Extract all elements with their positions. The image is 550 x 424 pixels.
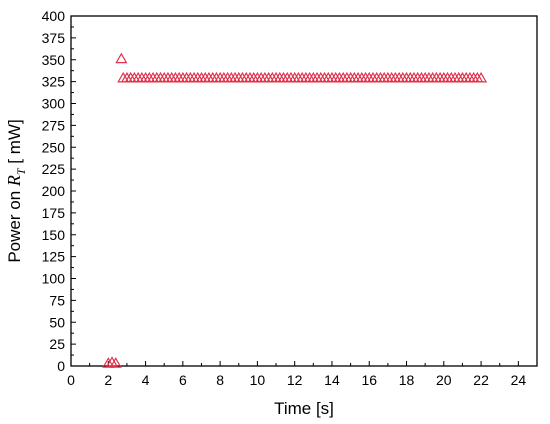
x-tick-label: 8 <box>216 372 224 388</box>
x-tick-label: 20 <box>436 372 452 388</box>
y-tick-label: 125 <box>42 249 66 265</box>
y-tick-label: 50 <box>49 314 65 330</box>
y-tick-label: 75 <box>49 292 65 308</box>
x-tick-label: 0 <box>67 372 75 388</box>
y-axis-title-subscript: T <box>14 167 28 175</box>
y-tick-label: 0 <box>57 358 65 374</box>
x-tick-label: 22 <box>473 372 489 388</box>
y-axis-ticks: 0 25 50 75 100 125 150 175 200 225 250 275 300 325 350… <box>42 8 76 374</box>
data-point <box>109 357 122 368</box>
y-tick-label: 350 <box>42 52 66 68</box>
y-tick-label: 375 <box>42 30 66 46</box>
x-axis-ticks: 0 2 4 6 8 10 12 14 16 18 20 22 24 <box>67 361 538 388</box>
y-tick-label: 225 <box>42 161 66 177</box>
x-tick-label: 12 <box>287 372 303 388</box>
y-tick-label: 250 <box>42 139 66 155</box>
y-tick-label: 200 <box>42 183 66 199</box>
x-tick-label: 2 <box>104 372 112 388</box>
y-tick-label: 325 <box>42 74 66 90</box>
x-tick-label: 14 <box>324 372 340 388</box>
plot-frame <box>70 15 538 367</box>
x-tick-label: 24 <box>511 372 527 388</box>
x-tick-label: 18 <box>399 372 415 388</box>
x-tick-label: 16 <box>361 372 377 388</box>
y-axis-title-prefix: Power on <box>5 186 24 263</box>
y-axis-title: Power on RT [ mW] <box>4 119 28 262</box>
y-tick-label: 100 <box>42 271 66 287</box>
data-point <box>115 52 128 64</box>
x-tick-label: 10 <box>250 372 266 388</box>
data-point <box>475 71 488 83</box>
y-tick-label: 150 <box>42 227 66 243</box>
y-tick-label: 400 <box>42 8 66 24</box>
y-tick-label: 300 <box>42 96 66 112</box>
data-point <box>102 357 115 368</box>
y-tick-label: 175 <box>42 205 66 221</box>
x-tick-label: 4 <box>142 372 150 388</box>
x-axis-title: Time [s] <box>274 399 334 418</box>
data-point <box>105 356 119 367</box>
data-points <box>102 52 488 368</box>
y-axis-title-suffix: [ mW] <box>5 119 24 168</box>
y-axis-title-symbol: R <box>4 175 24 187</box>
y-tick-label: 275 <box>42 117 66 133</box>
y-tick-label: 25 <box>49 336 65 352</box>
x-tick-label: 6 <box>179 372 187 388</box>
